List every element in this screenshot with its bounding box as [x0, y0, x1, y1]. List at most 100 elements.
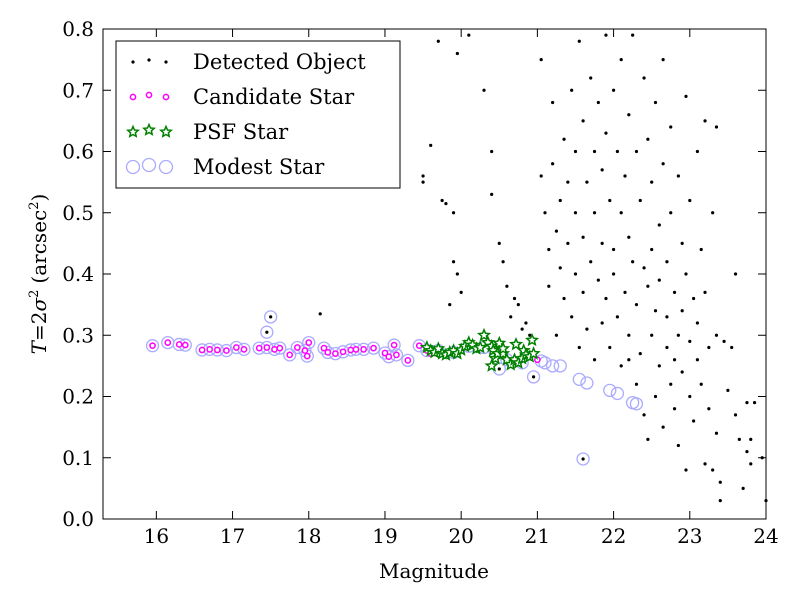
detected-object-point: [490, 192, 494, 196]
candidate-star-point: [198, 346, 206, 354]
x-tick-label: 23: [677, 524, 702, 548]
candidate-star-point: [213, 346, 221, 354]
detected-object-point: [585, 327, 589, 331]
detected-object-point: [520, 327, 524, 331]
x-tick-label: 21: [525, 524, 550, 548]
detected-object-point: [467, 33, 471, 37]
candidate-star-point: [360, 345, 367, 353]
legend-marker-detected-object: [147, 58, 151, 62]
psf-star-point: [524, 332, 540, 347]
modest-star-point: [580, 376, 594, 390]
modest-star-point: [302, 335, 316, 350]
detected-object-point: [269, 315, 273, 319]
detected-object-point: [665, 345, 669, 350]
detected-object-point: [653, 309, 658, 313]
series-detected-object: [265, 33, 768, 503]
detected-object-point: [566, 241, 570, 245]
candidate-star-point: [293, 344, 301, 351]
modest-star-point: [387, 338, 401, 352]
detected-object-point: [448, 303, 452, 307]
detected-object-point: [627, 333, 631, 337]
x-tick-label: 16: [144, 524, 169, 548]
detected-object-point: [707, 345, 711, 350]
detected-object-point: [661, 58, 665, 62]
detected-object-point: [539, 58, 543, 62]
detected-object-point: [665, 260, 669, 264]
y-tick-label: 0.3: [62, 323, 94, 347]
detected-object-point: [608, 345, 612, 350]
detected-object-point: [547, 284, 551, 288]
detected-object-point: [543, 211, 547, 215]
detected-object-point: [528, 333, 532, 337]
detected-object-point: [600, 321, 604, 325]
detected-object-point: [692, 296, 696, 301]
detected-object-point: [737, 437, 741, 441]
psf-star-point: [484, 358, 499, 372]
detected-object-point: [653, 394, 658, 399]
legend-label: Modest Star: [193, 155, 325, 179]
detected-object-point: [421, 174, 425, 178]
detected-object-point: [699, 382, 703, 386]
axis-ticks: 16 17 18 19 20 21 22 23 24 0.0 0.1 0.2 0.3 0.4 0.5 0.6 0…: [62, 17, 779, 548]
detected-object-point: [551, 100, 555, 105]
detected-object-point: [611, 88, 616, 92]
modest-star-point: [264, 310, 278, 324]
modest-star-point: [145, 339, 160, 353]
detected-object-point: [573, 272, 578, 276]
detected-object-point: [455, 51, 459, 56]
detected-object-point: [672, 290, 677, 294]
candidate-star-point: [255, 344, 263, 352]
modest-star-point: [366, 341, 381, 355]
detected-object-point: [627, 235, 631, 239]
detected-object-point: [718, 480, 722, 484]
detected-object-point: [676, 333, 680, 337]
modest-star-point: [545, 359, 560, 373]
detected-object-point: [646, 437, 650, 441]
detected-object-point: [680, 309, 684, 313]
detected-object-point: [714, 333, 719, 337]
candidate-star-point: [305, 339, 313, 346]
y-tick-label: 0.0: [62, 507, 94, 531]
psf-star-point: [496, 341, 511, 355]
detected-object-point: [497, 367, 501, 371]
detected-object-point: [650, 333, 654, 337]
detected-object-point: [642, 76, 646, 80]
x-axis-label: Magnitude: [379, 559, 489, 583]
modest-star-point: [526, 370, 541, 384]
x-tick-label: 19: [372, 524, 397, 548]
detected-object-point: [642, 266, 646, 270]
detected-object-point: [749, 437, 753, 441]
series-candidate-star: [149, 339, 541, 364]
detected-object-point: [570, 315, 574, 319]
detected-object-point: [451, 211, 456, 215]
detected-object-point: [265, 330, 269, 334]
detected-object-point: [752, 401, 757, 405]
legend-marker-modest-star: [158, 159, 174, 175]
detected-object-point: [554, 333, 559, 337]
detected-object-point: [634, 382, 639, 386]
detected-object-point: [592, 211, 597, 215]
candidate-star-point: [164, 339, 172, 346]
detected-object-point: [558, 266, 562, 270]
detected-object-point: [634, 149, 639, 154]
detected-object-point: [455, 272, 459, 276]
detected-object-point: [707, 407, 711, 411]
modest-star-point: [317, 341, 331, 355]
candidate-star-point: [390, 341, 398, 349]
detected-object-point: [646, 137, 650, 141]
candidate-star-point: [181, 341, 189, 349]
detected-object-point: [615, 315, 619, 319]
detected-object-point: [611, 272, 616, 276]
detected-object-point: [676, 443, 680, 448]
detected-object-point: [581, 457, 585, 461]
legend-marker-psf-star: [125, 124, 141, 138]
detected-object-point: [600, 168, 604, 172]
plot-marks: [145, 33, 768, 503]
legend-marker-modest-star: [125, 159, 141, 175]
detected-object-point: [665, 315, 669, 319]
detected-object-point: [653, 100, 658, 105]
detected-object-point: [623, 290, 627, 294]
candidate-star-point: [352, 345, 360, 353]
detected-object-point: [695, 321, 700, 325]
legend-marker-psf-star: [141, 122, 157, 136]
